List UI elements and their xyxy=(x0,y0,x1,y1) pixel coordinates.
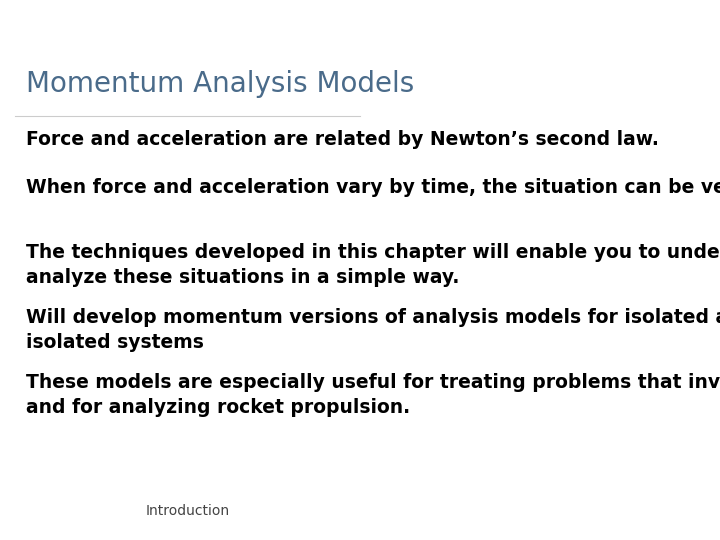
Text: Momentum Analysis Models: Momentum Analysis Models xyxy=(26,70,415,98)
Text: When force and acceleration vary by time, the situation can be very complicated.: When force and acceleration vary by time… xyxy=(26,178,720,197)
Text: The techniques developed in this chapter will enable you to understand and
analy: The techniques developed in this chapter… xyxy=(26,243,720,287)
Text: Will develop momentum versions of analysis models for isolated and non-
isolated: Will develop momentum versions of analys… xyxy=(26,308,720,352)
Text: Force and acceleration are related by Newton’s second law.: Force and acceleration are related by Ne… xyxy=(26,130,659,148)
Text: Introduction: Introduction xyxy=(145,504,230,518)
Text: These models are especially useful for treating problems that involve collisions: These models are especially useful for t… xyxy=(26,373,720,416)
